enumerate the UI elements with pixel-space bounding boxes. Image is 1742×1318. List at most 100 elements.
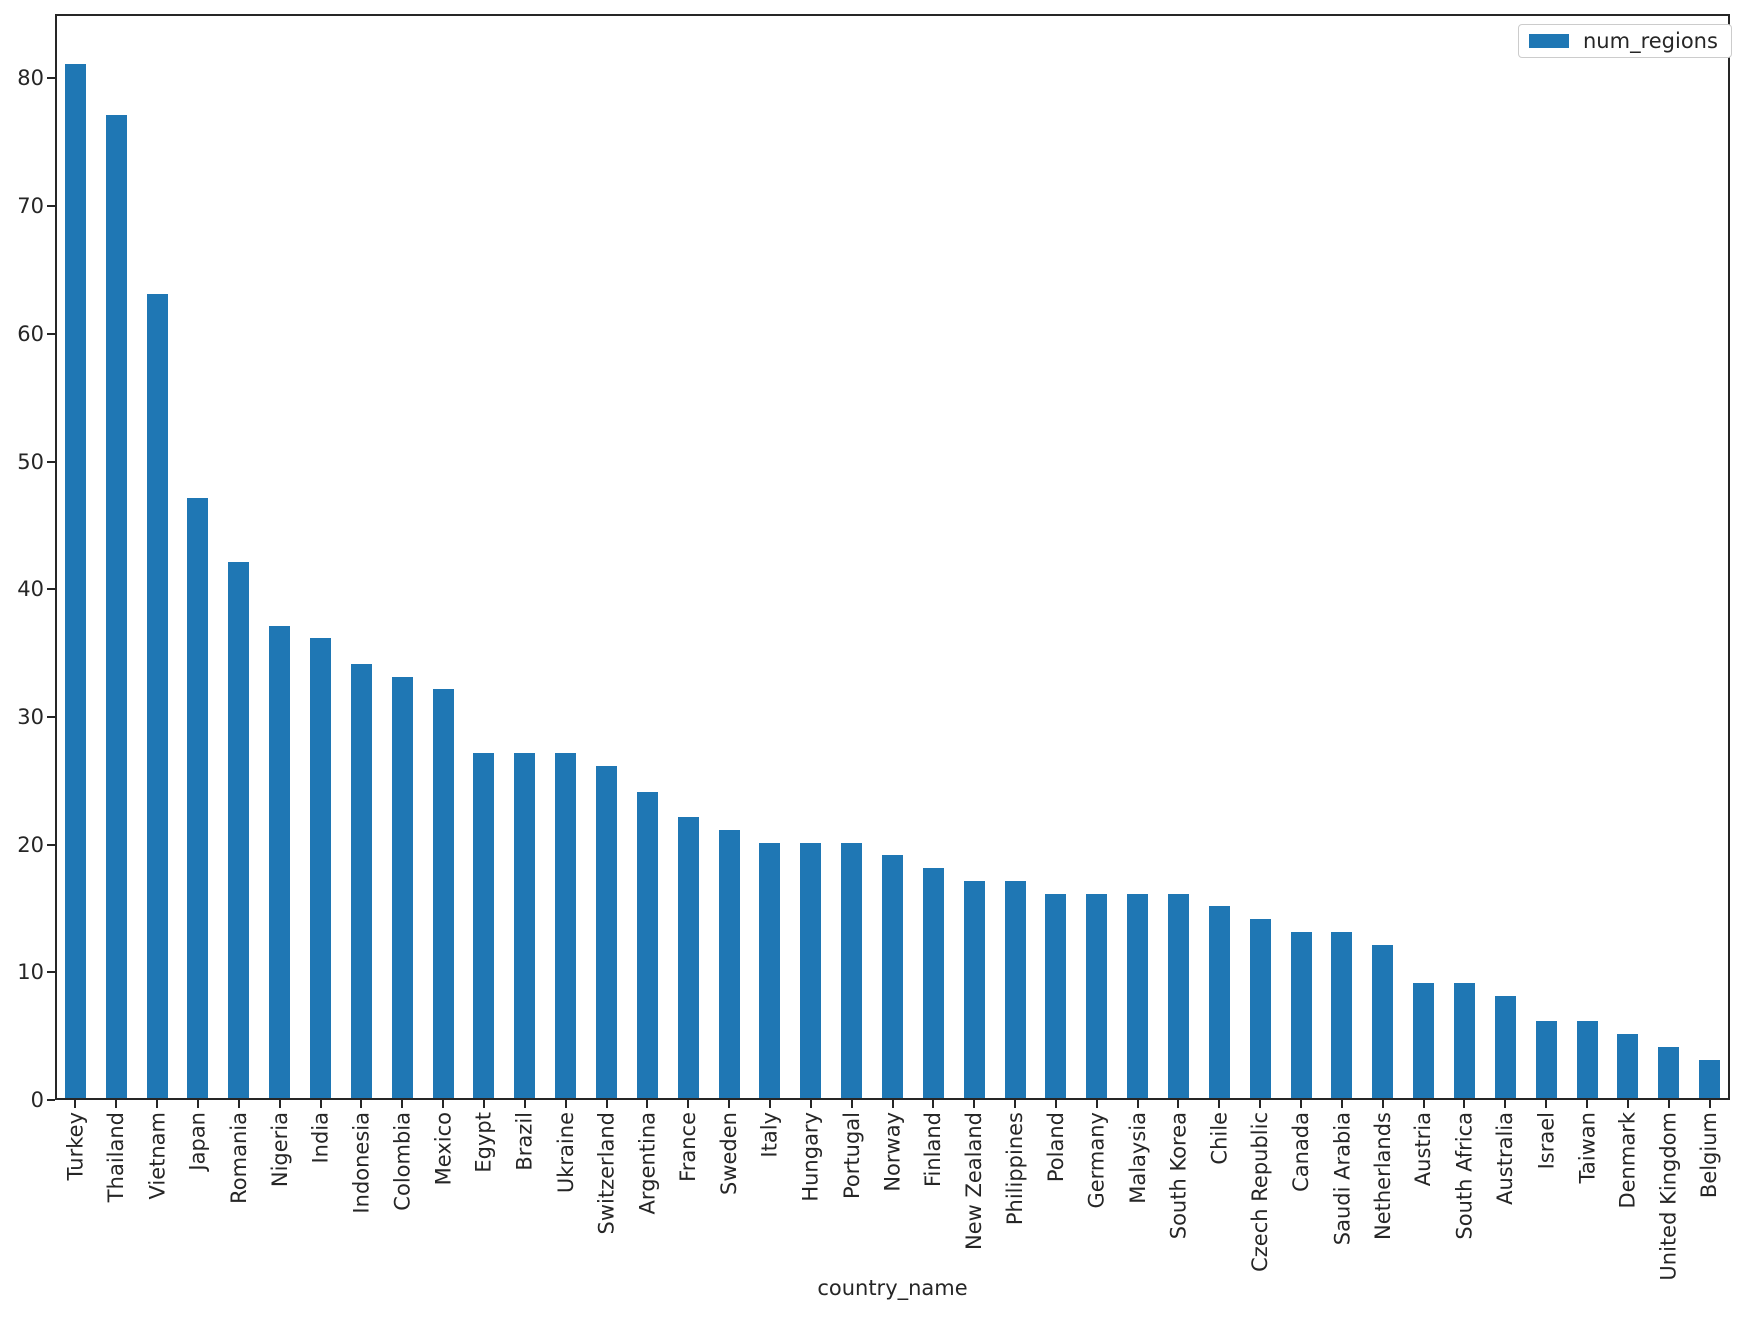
x-tick — [1177, 1100, 1180, 1108]
bar-india — [310, 638, 332, 1098]
x-tick — [973, 1100, 976, 1108]
x-tick-label: Colombia — [390, 1112, 415, 1211]
bar-finland — [922, 868, 944, 1098]
x-tick-label: Canada — [1289, 1112, 1314, 1192]
bar-switzerland — [596, 766, 618, 1098]
bar-vietnam — [146, 294, 168, 1098]
x-tick-label: Brazil — [512, 1112, 537, 1171]
bar-united-kingdom — [1658, 1047, 1680, 1098]
legend: num_regions — [1518, 24, 1732, 58]
x-tick — [1463, 1100, 1466, 1108]
x-tick-label: Finland — [921, 1112, 946, 1188]
legend-label: num_regions — [1583, 29, 1718, 53]
x-tick — [1300, 1100, 1303, 1108]
x-tick-label: Philippines — [1003, 1112, 1028, 1226]
y-tick-label: 30 — [17, 705, 44, 729]
bar-south-africa — [1453, 983, 1475, 1098]
bar-nigeria — [269, 626, 291, 1098]
x-tick-label: Thailand — [104, 1112, 129, 1203]
bar-brazil — [514, 753, 536, 1098]
y-tick — [47, 77, 55, 79]
x-tick — [1136, 1100, 1139, 1108]
x-tick — [278, 1100, 281, 1108]
x-tick — [850, 1100, 853, 1108]
y-tick-label: 20 — [17, 833, 44, 857]
x-tick — [523, 1100, 526, 1108]
x-tick-label: Mexico — [431, 1112, 456, 1186]
x-tick — [1586, 1100, 1588, 1108]
bar-colombia — [391, 677, 413, 1098]
x-tick-label: Switzerland — [594, 1112, 619, 1235]
x-tick — [1504, 1100, 1507, 1108]
y-tick-label: 60 — [17, 322, 44, 346]
bar-taiwan — [1576, 1021, 1598, 1098]
bar-australia — [1494, 996, 1516, 1098]
y-tick — [47, 333, 55, 335]
x-axis-title: country_name — [817, 1276, 968, 1300]
bar-philippines — [1004, 881, 1026, 1098]
x-tick — [1259, 1100, 1262, 1108]
x-tick — [237, 1100, 240, 1108]
bar-argentina — [636, 792, 658, 1098]
bar-japan — [187, 498, 209, 1098]
x-tick-label: South Korea — [1166, 1112, 1191, 1240]
x-tick-label: New Zealand — [962, 1112, 987, 1250]
x-tick — [768, 1100, 771, 1108]
y-tick — [47, 844, 55, 846]
x-tick-label: Austria — [1411, 1112, 1436, 1187]
y-tick-label: 0 — [30, 1088, 44, 1112]
bar-thailand — [105, 115, 127, 1098]
x-tick-label: Australia — [1493, 1112, 1518, 1205]
x-tick — [1381, 1100, 1384, 1108]
y-tick-label: 40 — [17, 577, 44, 601]
x-tick — [891, 1100, 894, 1108]
x-tick-label: Japan — [186, 1112, 210, 1171]
bar-turkey — [64, 64, 86, 1098]
bar-israel — [1535, 1021, 1557, 1098]
x-tick-label: Poland — [1043, 1112, 1068, 1183]
bar-ukraine — [555, 753, 577, 1098]
x-tick-label: Ukraine — [553, 1112, 578, 1194]
bar-sweden — [718, 830, 740, 1098]
bar-romania — [228, 562, 250, 1098]
x-tick-label: Sweden — [717, 1112, 742, 1195]
x-tick-label: Indonesia — [349, 1112, 374, 1214]
x-tick — [1667, 1100, 1670, 1108]
bar-germany — [1086, 894, 1108, 1098]
bar-austria — [1413, 983, 1435, 1098]
x-tick — [1014, 1100, 1017, 1108]
y-tick — [47, 205, 55, 207]
bar-malaysia — [1127, 894, 1149, 1098]
bar-south-korea — [1167, 894, 1189, 1098]
bar-czech-republic — [1249, 919, 1271, 1098]
x-tick-label: Israel — [1534, 1112, 1559, 1170]
y-tick — [47, 716, 55, 718]
x-tick — [482, 1100, 485, 1108]
x-tick — [728, 1100, 731, 1108]
x-tick-label: Saudi Arabia — [1329, 1112, 1354, 1246]
x-tick — [932, 1100, 935, 1108]
x-tick — [687, 1100, 690, 1108]
bar-mexico — [432, 689, 454, 1098]
x-tick — [360, 1100, 363, 1108]
y-tick-label: 70 — [17, 194, 44, 218]
x-tick-label: India — [308, 1112, 333, 1164]
x-tick-label: Argentina — [635, 1112, 660, 1215]
y-tick-label: 80 — [17, 66, 44, 90]
x-tick — [156, 1100, 159, 1108]
bar-poland — [1045, 894, 1067, 1098]
x-tick-label: Germany — [1084, 1112, 1109, 1209]
y-tick — [47, 461, 55, 463]
x-tick-label: Nigeria — [267, 1112, 292, 1188]
y-tick-label: 50 — [17, 450, 44, 474]
bar-portugal — [841, 843, 863, 1098]
x-tick-label: Taiwan — [1575, 1112, 1600, 1184]
x-tick-label: South Africa — [1452, 1112, 1477, 1240]
x-tick-label: Turkey — [63, 1112, 88, 1181]
x-tick-label: Hungary — [798, 1112, 823, 1202]
bar-italy — [759, 843, 781, 1098]
bar-france — [677, 817, 699, 1098]
bar-hungary — [800, 843, 822, 1098]
bar-netherlands — [1372, 945, 1394, 1098]
x-tick-label: Egypt — [471, 1112, 496, 1173]
